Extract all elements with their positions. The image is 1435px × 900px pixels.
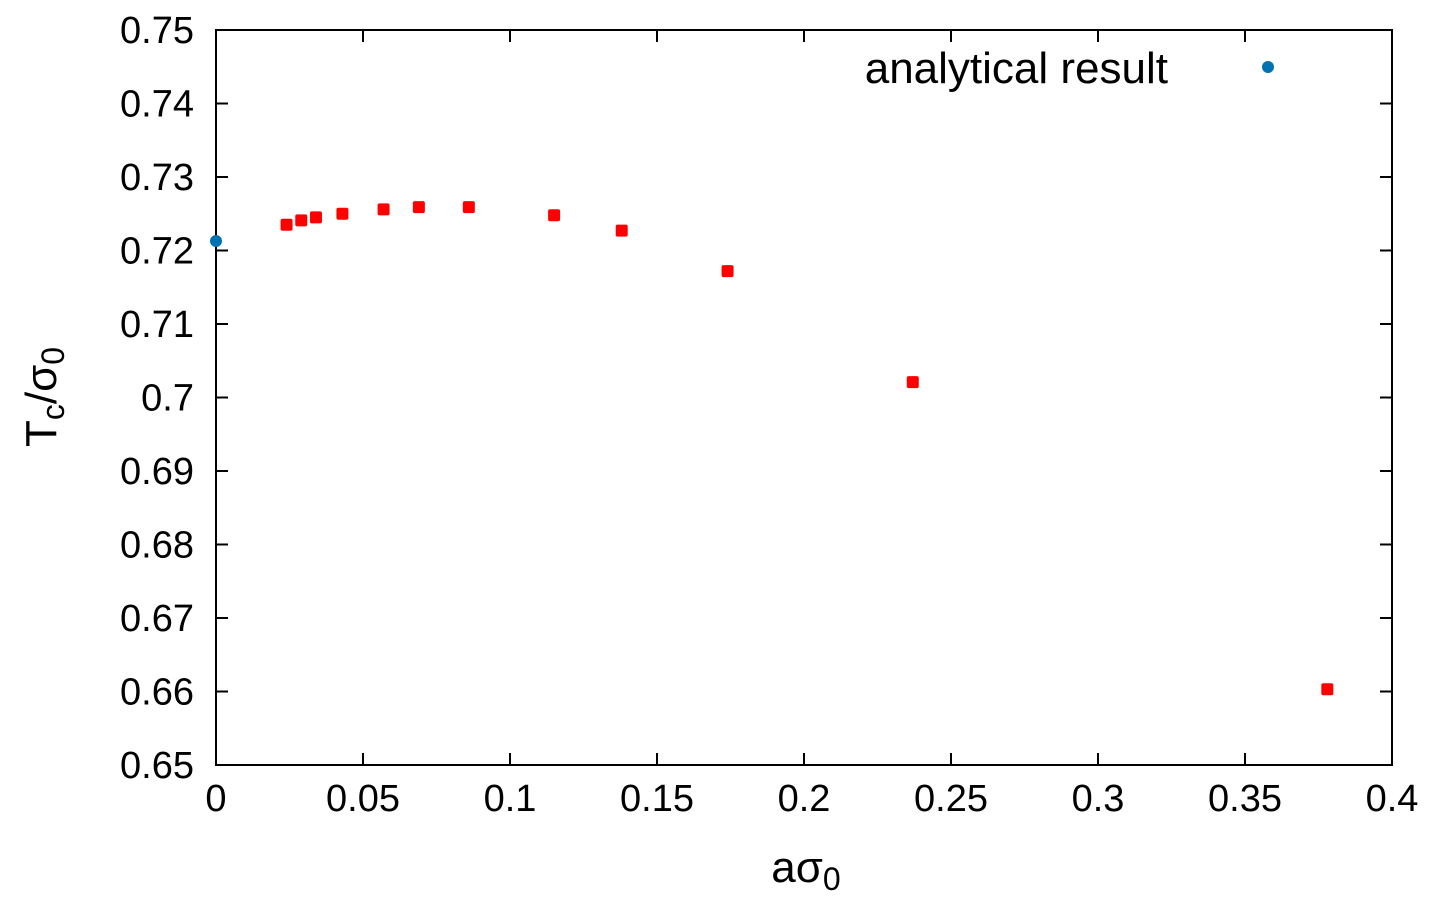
data-point <box>377 203 390 216</box>
plot-frame <box>215 29 1393 766</box>
y-tick-label: 0.71 <box>120 304 194 346</box>
y-tick-label: 0.73 <box>120 157 194 199</box>
y-tick-label: 0.68 <box>120 525 194 567</box>
x-tick-label: 0.3 <box>1072 778 1125 820</box>
data-point <box>412 201 425 214</box>
x-tick-label: 0.1 <box>484 778 537 820</box>
data-point <box>906 376 919 389</box>
data-point <box>721 265 734 278</box>
y-tick-label: 0.72 <box>120 231 194 273</box>
legend-label-analytical: analytical result <box>865 44 1168 93</box>
data-point <box>336 207 349 220</box>
x-axis-title: aσ0 <box>771 843 840 897</box>
data-point <box>1321 683 1334 696</box>
data-point <box>280 218 293 231</box>
x-tick-label: 0.4 <box>1366 778 1419 820</box>
y-tick-label: 0.74 <box>120 84 194 126</box>
y-tick-label: 0.7 <box>141 378 194 420</box>
axis-ticks <box>215 29 1393 766</box>
data-point <box>295 214 308 227</box>
legend: analytical result <box>865 44 1274 93</box>
y-tick-label: 0.67 <box>120 598 194 640</box>
data-point <box>615 224 628 237</box>
axis-tick-labels: 0 0.05 0.1 0.15 0.2 0.25 0.3 0.35 0.4 0.65 0.66 0.6… <box>120 10 1418 820</box>
x-tick-label: 0.2 <box>778 778 831 820</box>
y-tick-label: 0.66 <box>120 672 194 714</box>
y-tick-label: 0.69 <box>120 451 194 493</box>
data-point <box>462 201 475 214</box>
legend-marker-analytical <box>1262 61 1274 73</box>
x-tick-label: 0.05 <box>326 778 400 820</box>
x-tick-label: 0 <box>205 778 226 820</box>
x-tick-label: 0.15 <box>620 778 694 820</box>
data-point <box>548 209 561 222</box>
y-tick-label: 0.65 <box>120 745 194 787</box>
y-tick-label: 0.75 <box>120 10 194 52</box>
data-points <box>210 201 1334 696</box>
analytical-point <box>210 234 222 247</box>
x-tick-label: 0.25 <box>914 778 988 820</box>
y-axis-title: Tc/σ0 <box>17 347 71 447</box>
x-tick-label: 0.35 <box>1208 778 1282 820</box>
data-point <box>309 211 322 224</box>
